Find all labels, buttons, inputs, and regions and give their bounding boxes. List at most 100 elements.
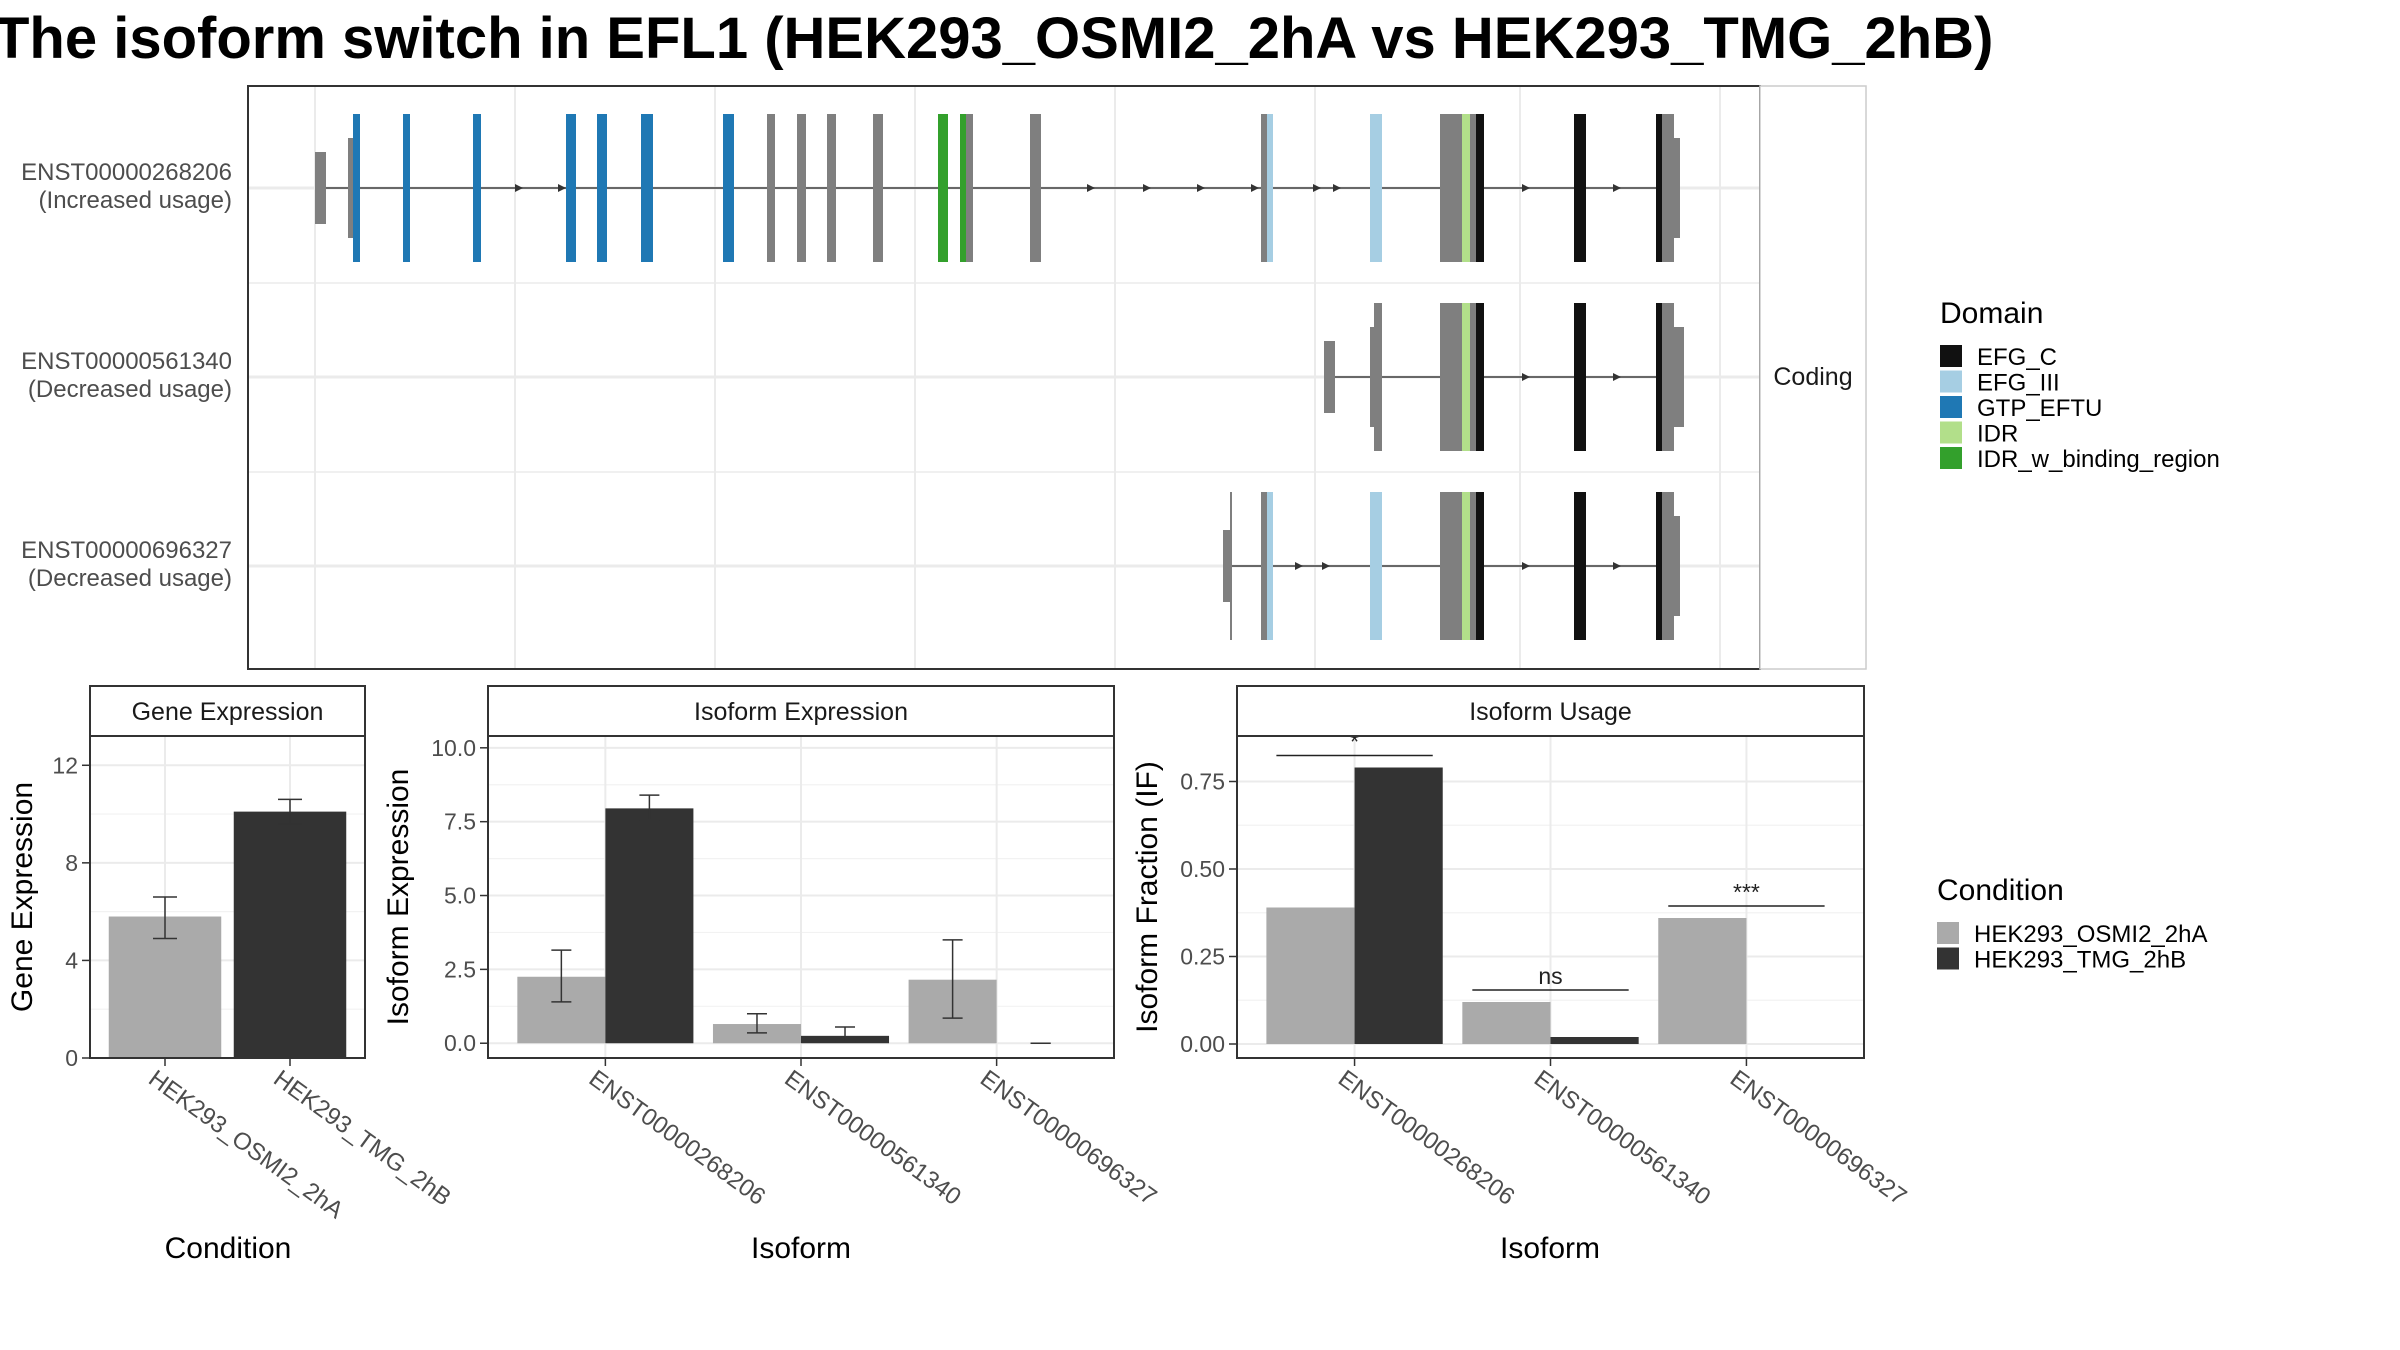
exon <box>1574 303 1586 451</box>
domain-legend-title: Domain <box>1940 297 2043 330</box>
structure-isoform-labels: ENST00000268206(Increased usage) ENST0000… <box>21 159 232 592</box>
panel-strip <box>487 685 1115 737</box>
legend-label: IDR <box>1977 421 2018 448</box>
y-tick-label: 5.0 <box>444 883 476 909</box>
x-tick-label: ENST00000268206 <box>1333 1065 1519 1211</box>
significance-label: *** <box>1733 879 1760 905</box>
legend-label: HEK293_OSMI2_2hA <box>1974 921 2207 948</box>
legend-swatch <box>1940 370 1962 393</box>
panel-title: Gene Expression <box>132 698 324 726</box>
domain-legend: Domain EFG_CEFG_IIIGTP_EFTUIDRIDR_w_bind… <box>1940 297 2220 473</box>
exon <box>966 114 973 262</box>
y-tick-label: 8 <box>65 850 78 876</box>
strand-arrow <box>1613 562 1621 570</box>
bars <box>517 794 1051 1044</box>
exon <box>797 114 806 262</box>
x-axis-title: Isoform <box>751 1232 851 1265</box>
y-tick-label: 10.0 <box>431 735 476 761</box>
strand-arrow <box>515 184 523 192</box>
exon <box>1462 492 1470 640</box>
y-axis-title: Isoform Fraction (IF) <box>1131 761 1164 1033</box>
x-axis-title: Condition <box>165 1232 292 1265</box>
bar <box>1266 907 1355 1044</box>
panel-title: Isoform Expression <box>694 698 908 726</box>
exon <box>938 114 948 262</box>
exon <box>1267 492 1273 640</box>
exon <box>1030 114 1041 262</box>
y-tick-label: 4 <box>65 947 78 973</box>
exon <box>1670 516 1680 616</box>
error-bar <box>551 949 572 1003</box>
bar <box>1354 767 1443 1044</box>
isoform-label-usage: (Increased usage) <box>39 187 232 214</box>
figure-title: The isoform switch in EFL1 (HEK293_OSMI2… <box>0 6 1993 71</box>
strand-arrow <box>1322 562 1330 570</box>
isoform-usage-panel: * ns *** Isoform Usage 0.00 0.25 0.50 0.75 ENST0… <box>1131 685 1911 1265</box>
bar <box>1658 918 1747 1044</box>
strand-arrow <box>1087 184 1095 192</box>
exon <box>827 114 836 262</box>
y-tick-label: 0.50 <box>1180 856 1225 882</box>
exon <box>960 114 966 262</box>
error-bar <box>153 896 177 940</box>
exon <box>1440 303 1462 451</box>
panel-strip <box>1236 685 1865 737</box>
exon <box>1670 138 1680 238</box>
bar <box>1550 1037 1639 1044</box>
strand-arrow <box>1143 184 1151 192</box>
exon <box>1656 303 1662 451</box>
isoform-expression-panel: Isoform Expression 0.0 2.5 5.0 7.5 10.0 ENST00… <box>382 685 1162 1265</box>
isoform-label-usage: (Decreased usage) <box>28 376 232 403</box>
condition-legend-title: Condition <box>1937 874 2064 907</box>
strand-arrow <box>1313 184 1321 192</box>
transcript-ENST00000561340 <box>1324 303 1684 451</box>
legend-swatch <box>1940 345 1962 367</box>
exon <box>1261 492 1269 640</box>
exon <box>403 114 410 262</box>
exon <box>1440 492 1462 640</box>
x-tick-label: ENST00000696327 <box>975 1065 1161 1211</box>
exon <box>566 114 576 262</box>
y-axis-ticks: 0 4 8 12 <box>52 752 90 1071</box>
legend-swatch <box>1940 447 1962 469</box>
bar <box>605 808 694 1044</box>
exon <box>1470 303 1476 451</box>
x-tick-label: ENST00000696327 <box>1725 1065 1911 1211</box>
exon <box>1370 492 1382 640</box>
exon <box>315 152 326 224</box>
x-axis-ticks: ENST00000268206 ENST00000561340 ENST000006… <box>584 1058 1162 1211</box>
y-tick-label: 0.0 <box>444 1030 476 1056</box>
strand-arrow <box>1251 184 1259 192</box>
legend-label: IDR_w_binding_region <box>1977 446 2220 473</box>
isoform-label-id: ENST00000696327 <box>21 537 232 564</box>
exon <box>1230 492 1232 640</box>
error-bar <box>835 1026 856 1043</box>
strand-arrow <box>1333 184 1341 192</box>
exon <box>1324 341 1335 413</box>
y-tick-label: 0.00 <box>1180 1031 1225 1057</box>
x-axis-title: Isoform <box>1500 1232 1600 1265</box>
exon <box>873 114 883 262</box>
legend-swatch <box>1937 947 1959 970</box>
exon <box>641 114 653 262</box>
exon <box>473 114 481 262</box>
legend-swatch <box>1940 421 1962 444</box>
error-bar <box>639 794 660 821</box>
exon <box>1574 114 1586 262</box>
exon <box>353 114 360 262</box>
exon <box>723 114 734 262</box>
x-tick-label: ENST00000561340 <box>779 1065 965 1211</box>
exon <box>1656 492 1662 640</box>
legend-swatch <box>1937 922 1959 944</box>
y-axis-ticks: 0.00 0.25 0.50 0.75 <box>1180 769 1237 1057</box>
y-tick-label: 0.25 <box>1180 944 1225 970</box>
exon <box>1370 114 1382 262</box>
strand-arrow <box>1522 373 1530 381</box>
significance-label: ns <box>1538 963 1562 989</box>
error-bar <box>942 939 963 1019</box>
exon <box>1656 114 1662 262</box>
